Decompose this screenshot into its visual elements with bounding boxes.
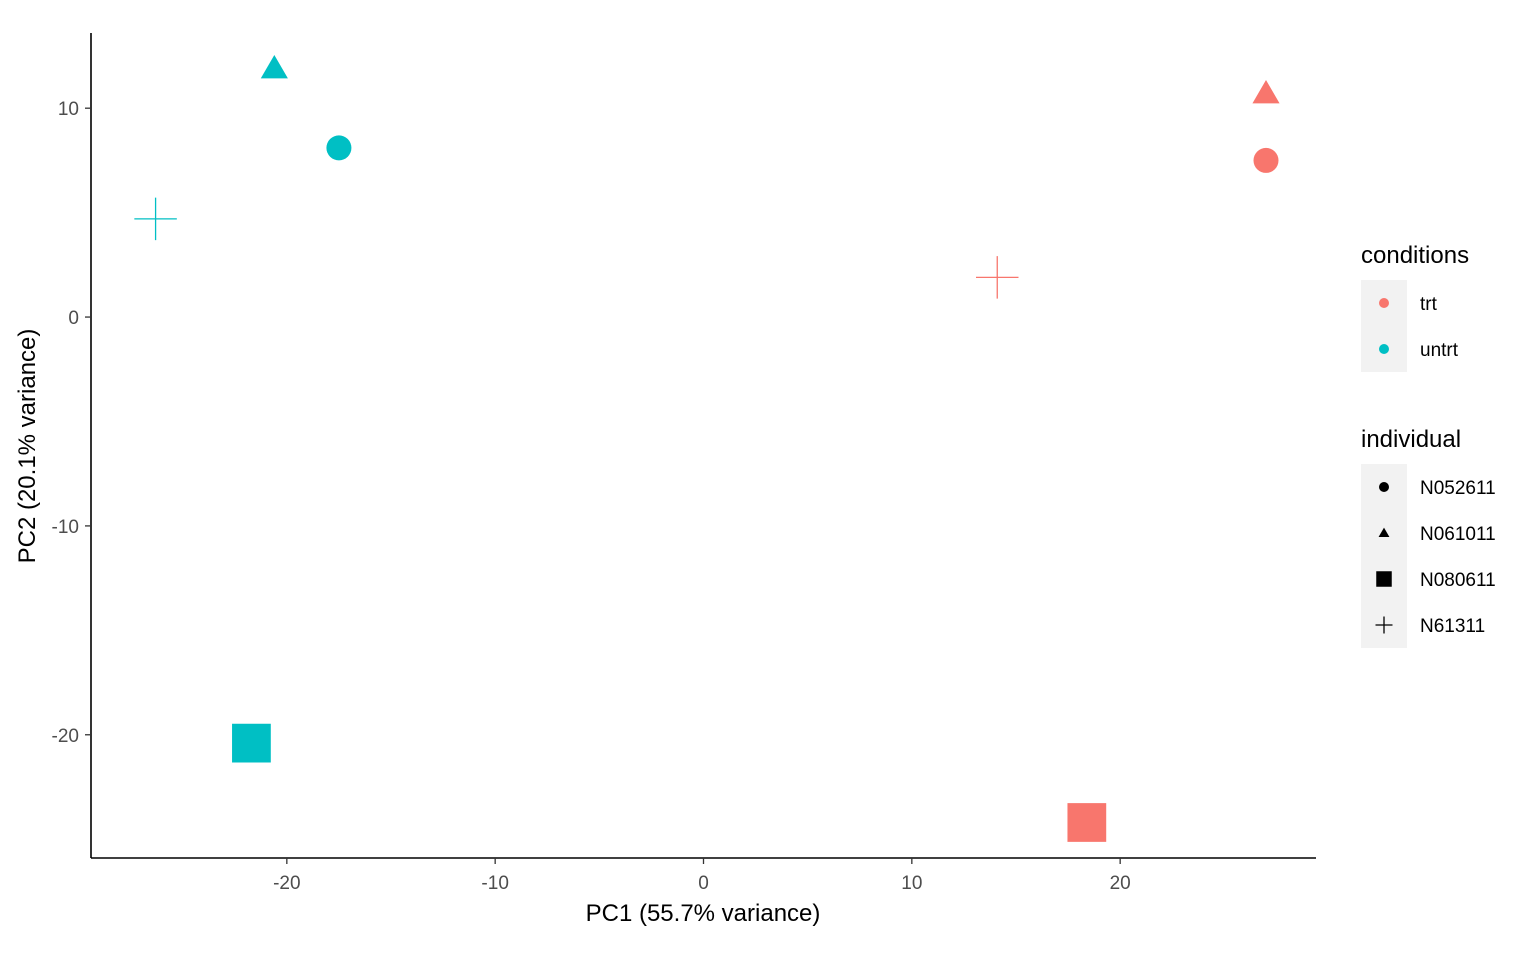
legend-label-N061011: N061011 [1420, 524, 1496, 545]
legend-key-N61311 [1375, 616, 1393, 634]
legend-key-N080611 [1376, 571, 1392, 587]
point-untrt-N080611 [232, 723, 271, 763]
legend-title-individual: individual [1361, 426, 1461, 453]
y-tick-label: -10 [52, 517, 79, 538]
legend-key-N052611 [1379, 482, 1389, 492]
point-untrt-N61311 [134, 197, 177, 241]
legend-label-untrt: untrt [1420, 340, 1459, 361]
legend-label-N052611: N052611 [1420, 478, 1496, 499]
legend-key-N061011 [1378, 527, 1390, 537]
x-tick-label: 20 [1110, 873, 1131, 894]
x-tick-label: -20 [273, 873, 300, 894]
legend-label-trt: trt [1420, 294, 1438, 315]
y-axis-title: PC2 (20.1% variance) [14, 329, 41, 564]
data-points [134, 54, 1280, 842]
x-tick-label: 0 [698, 873, 709, 894]
legend-key-untrt [1379, 344, 1389, 354]
legend-key-background [1361, 280, 1407, 372]
point-trt-N080611 [1067, 803, 1107, 842]
legend-title-conditions: conditions [1361, 242, 1469, 269]
point-trt-N61311 [976, 256, 1019, 299]
x-tick-label: 10 [901, 873, 922, 894]
y-ticks: -20 -10 0 10 [52, 99, 91, 747]
y-tick-label: 10 [58, 99, 79, 120]
x-ticks: -20 -10 0 10 20 [273, 858, 1131, 894]
point-trt-N052611 [1253, 147, 1279, 173]
legend-key-trt [1379, 298, 1389, 308]
legend-label-N61311: N61311 [1420, 616, 1485, 637]
axes [90, 33, 1316, 859]
y-tick-label: 0 [68, 308, 79, 329]
point-trt-N061011 [1252, 80, 1280, 104]
y-tick-label: -20 [52, 726, 79, 747]
point-untrt-N061011 [260, 54, 288, 79]
x-tick-label: -10 [481, 873, 508, 894]
legend-label-N080611: N080611 [1420, 570, 1496, 591]
legend: conditions trt untrt individual N052611 N0610… [1361, 242, 1496, 648]
x-axis-title: PC1 (55.7% variance) [586, 900, 821, 927]
point-untrt-N052611 [326, 135, 352, 161]
